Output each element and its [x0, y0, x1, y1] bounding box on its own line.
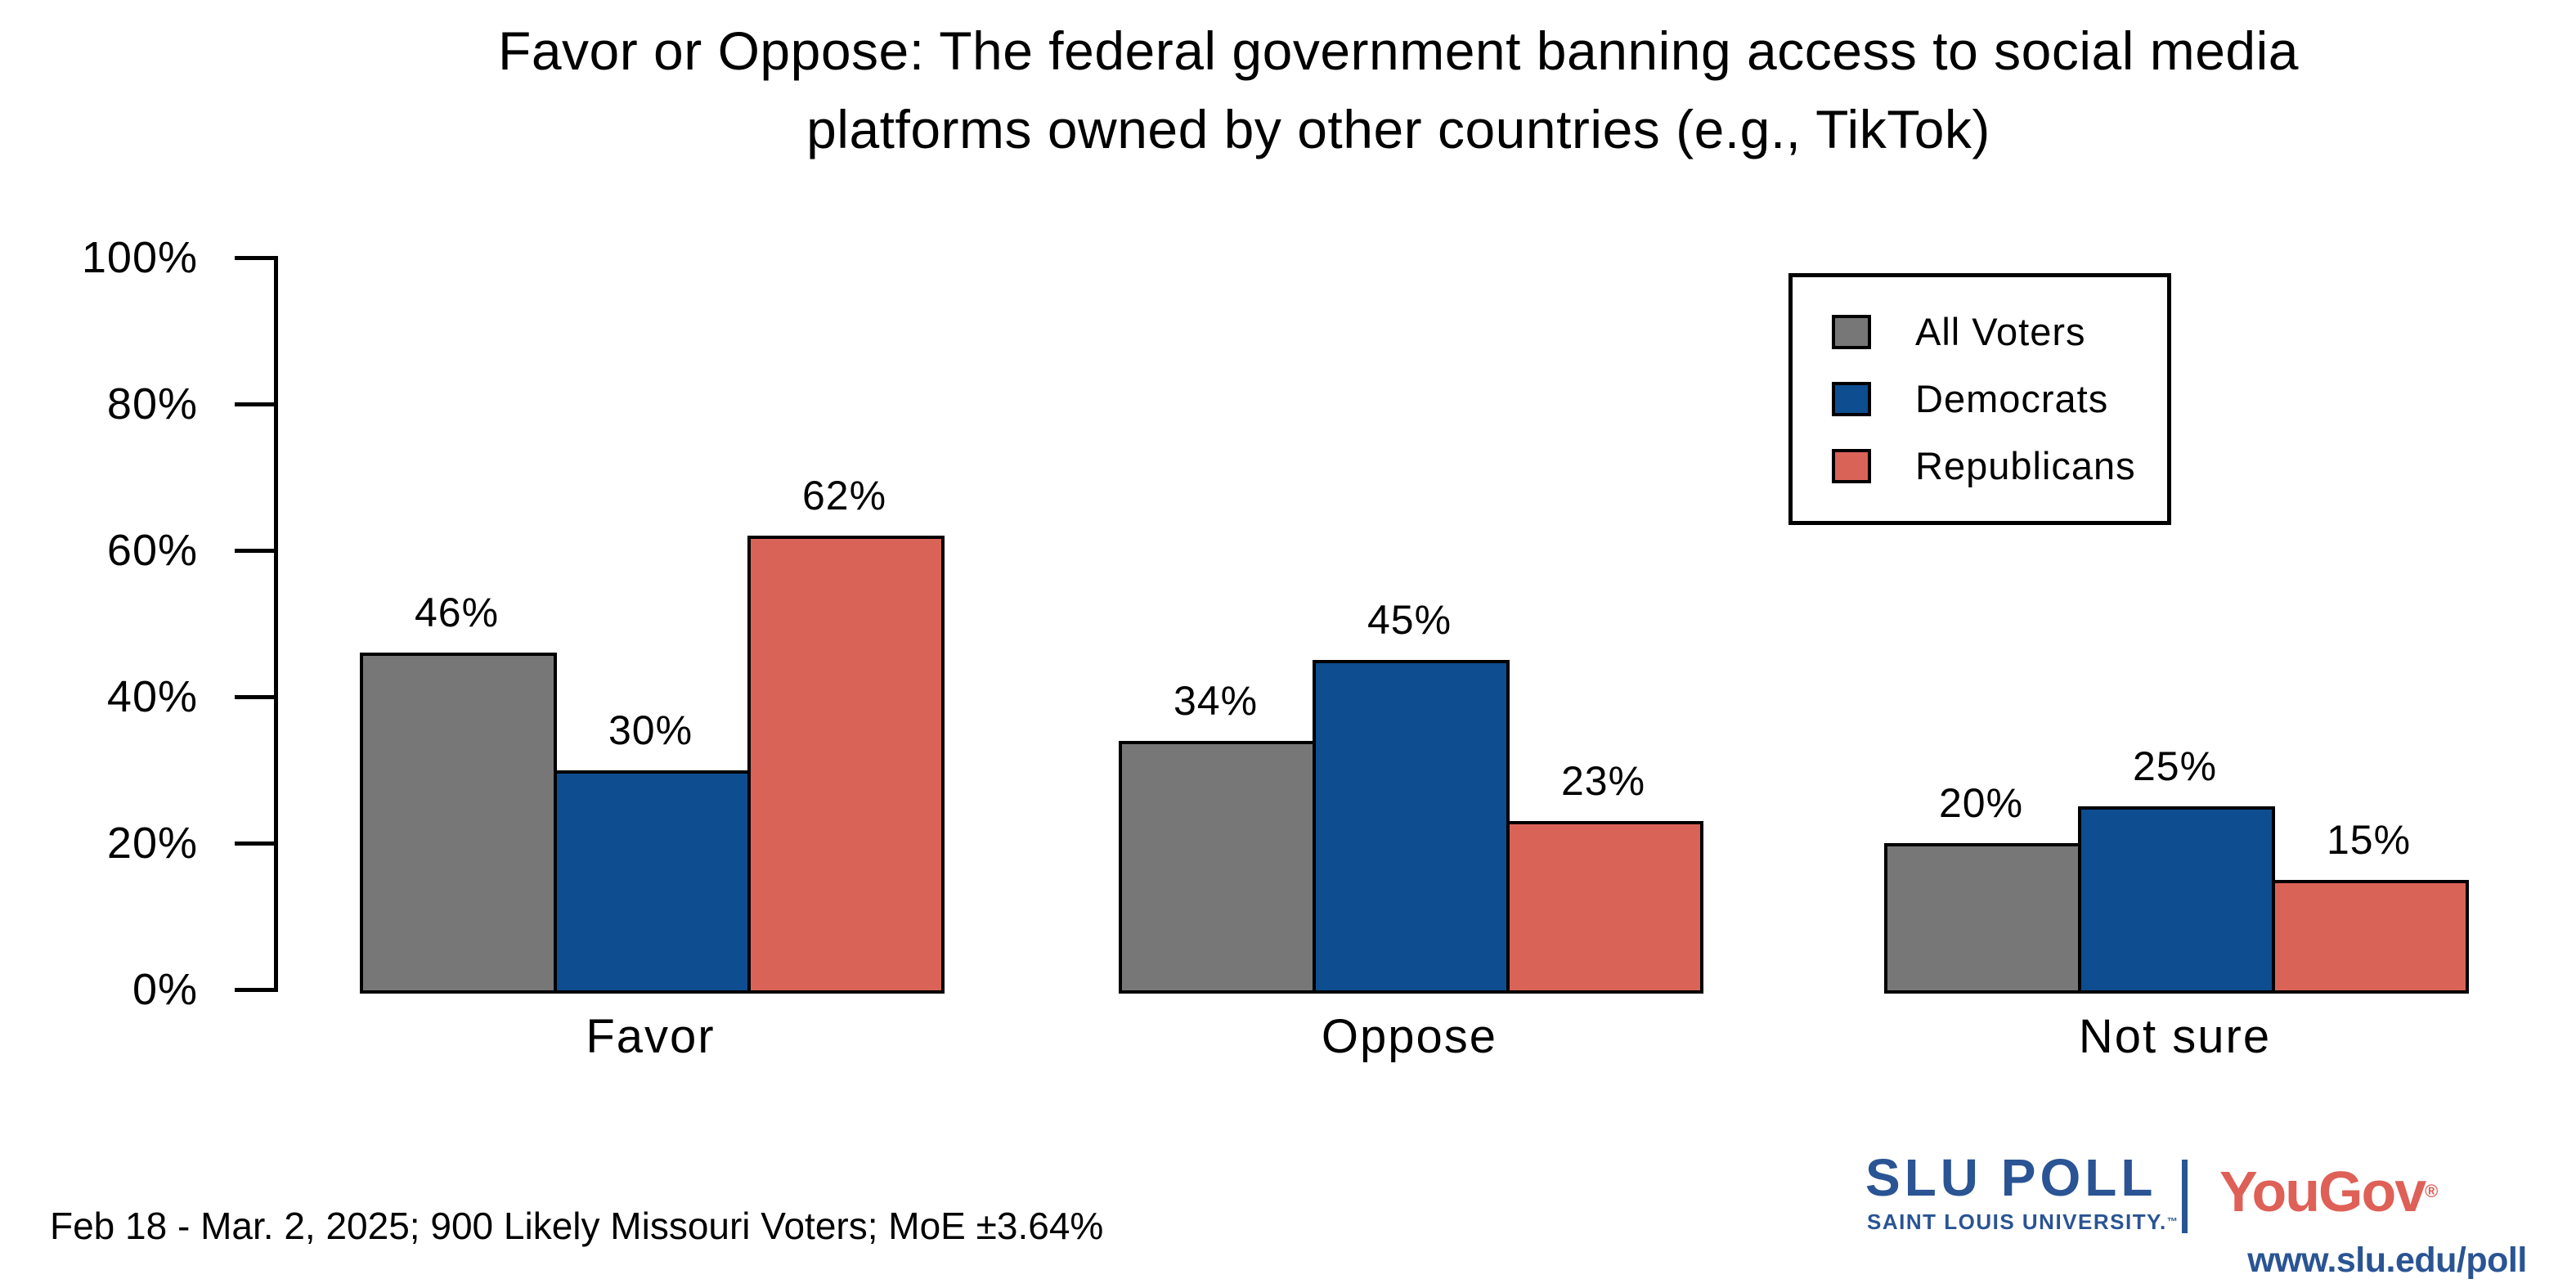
y-tick-label: 100%: [81, 233, 198, 282]
brand-separator: [2182, 1160, 2188, 1233]
bar-all-voters-favor: [360, 653, 557, 994]
y-tick-label: 80%: [106, 379, 198, 429]
legend-box: All Voters Democrats Republicans: [1788, 273, 2171, 525]
slu-poll-url[interactable]: www.slu.edu/poll: [2247, 1241, 2527, 1280]
bar-value-label: 34%: [1173, 677, 1259, 724]
bar-republicans-oppose: [1506, 821, 1703, 994]
bar-value-label: 20%: [1938, 780, 2024, 826]
y-tick-mark: [235, 988, 274, 992]
y-tick-label: 60%: [106, 526, 198, 575]
legend-item-democrats: Democrats: [1832, 379, 2167, 420]
legend-item-all-voters: All Voters: [1832, 312, 2167, 352]
bar-value-label: 23%: [1560, 758, 1646, 805]
registered-symbol: ®: [2425, 1181, 2439, 1201]
bar-all-voters-not-sure: [1884, 843, 2081, 994]
bar-republicans-not-sure: [2272, 879, 2469, 994]
x-category-label: Not sure: [2078, 1010, 2272, 1063]
x-category-label: Favor: [586, 1010, 716, 1063]
bar-all-voters-oppose: [1119, 740, 1316, 994]
bar-democrats-oppose: [1313, 660, 1510, 994]
legend-label: Republicans: [1915, 444, 2136, 487]
slu-poll-logo-text: SLU POLL: [1865, 1148, 2157, 1207]
bar-value-label: 30%: [608, 707, 693, 753]
y-tick-mark: [235, 402, 274, 406]
slu-university-label: SAINT LOUIS UNIVERSITY.: [1867, 1209, 2167, 1234]
bar-value-label: 46%: [414, 590, 500, 636]
legend-swatch: [1832, 315, 1871, 349]
bar-democrats-favor: [554, 770, 751, 994]
legend-swatch: [1832, 449, 1871, 483]
branding-footer: SLU POLL SAINT LOUIS UNIVERSITY.™ YouGov…: [1856, 1145, 2560, 1288]
bar-value-label: 62%: [801, 473, 887, 519]
chart-title-line1: Favor or Oppose: The federal government …: [498, 20, 2299, 81]
y-tick-mark: [235, 695, 274, 699]
trademark-symbol: ™: [2166, 1215, 2179, 1227]
slu-poll-logo: SLU POLL: [1865, 1151, 2156, 1204]
legend-item-republicans: Republicans: [1832, 446, 2167, 487]
legend-label: Democrats: [1915, 377, 2109, 420]
bar-democrats-not-sure: [2078, 806, 2275, 994]
chart-title-line2: platforms owned by other countries (e.g.…: [806, 99, 1990, 159]
chart-title: Favor or Oppose: The federal government …: [278, 11, 2519, 168]
y-axis-line: [274, 256, 278, 992]
y-tick-mark: [235, 841, 274, 846]
legend-swatch: [1832, 382, 1871, 416]
yougov-logo: YouGov®: [2219, 1163, 2438, 1220]
bar-republicans-favor: [747, 536, 945, 994]
bar-value-label: 15%: [2326, 816, 2412, 863]
y-tick-label: 40%: [106, 672, 198, 721]
y-tick-label: 20%: [106, 819, 198, 868]
footnote-text: Feb 18 - Mar. 2, 2025; 900 Likely Missou…: [50, 1205, 1104, 1247]
bar-value-label: 25%: [2132, 743, 2218, 790]
x-category-label: Oppose: [1321, 1010, 1498, 1063]
yougov-logo-text: YouGov: [2219, 1160, 2426, 1223]
y-tick-mark: [235, 256, 274, 260]
bar-value-label: 45%: [1367, 597, 1452, 644]
slu-university-text: SAINT LOUIS UNIVERSITY.™: [1867, 1210, 2179, 1233]
y-tick-label: 0%: [132, 965, 198, 1014]
legend-label: All Voters: [1915, 310, 2086, 353]
y-tick-mark: [235, 549, 274, 553]
